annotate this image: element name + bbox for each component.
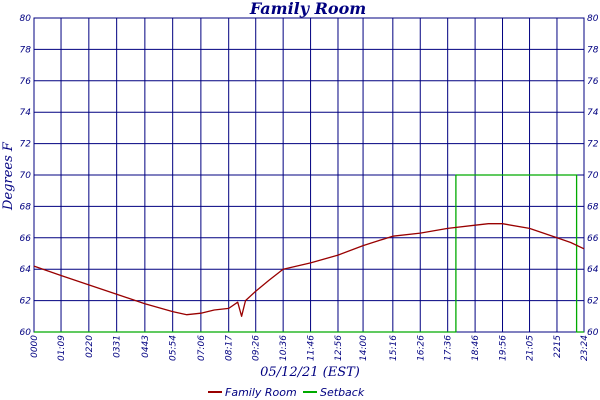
- y-tick-label-left-76: 76: [20, 77, 32, 87]
- x-tick-label-0: 0000: [30, 335, 40, 358]
- y-tick-label-right-72: 72: [587, 140, 599, 150]
- y-axis-right: 60 62 64 66 68 70 72 74 76 78 80: [587, 14, 599, 338]
- y-tick-label-right-64: 64: [587, 265, 599, 275]
- y-tick-label-left-78: 78: [20, 45, 32, 55]
- x-tick-label-3: 0331: [113, 335, 123, 358]
- y-tick-label-left-70: 70: [20, 171, 32, 181]
- y-tick-label-right-76: 76: [587, 77, 599, 87]
- x-tick-label-1: 01:09: [57, 335, 67, 361]
- y-tick-label-right-60: 60: [587, 328, 599, 338]
- y-tick-label-left-74: 74: [20, 108, 32, 118]
- y-tick-label-right-80: 80: [587, 14, 599, 24]
- x-tick-label-8: 09:26: [252, 335, 262, 361]
- x-axis-title: 05/12/21 (EST): [260, 365, 360, 380]
- y-tick-label-right-66: 66: [587, 234, 599, 244]
- y-tick-label-right-70: 70: [587, 171, 599, 181]
- x-tick-label-12: 14:00: [359, 335, 369, 361]
- x-tick-label-4: 0443: [141, 335, 151, 358]
- x-tick-label-17: 19:56: [499, 335, 509, 361]
- x-tick-label-7: 08:17: [225, 335, 235, 361]
- y-tick-label-right-74: 74: [587, 108, 599, 118]
- grid: [33, 17, 585, 333]
- legend: Family Room Setback: [208, 386, 365, 399]
- chart-title: Family Room: [249, 0, 366, 18]
- x-tick-label-19: 2215: [553, 335, 563, 358]
- x-tick-label-15: 17:36: [444, 335, 454, 361]
- y-tick-label-right-78: 78: [587, 45, 599, 55]
- x-tick-label-16: 18:46: [471, 335, 481, 361]
- legend-label-setback: Setback: [320, 386, 365, 399]
- y-axis-left: 60 62 64 66 68 70 72 74 76 78 80: [20, 14, 32, 338]
- y-tick-label-left-66: 66: [20, 234, 32, 244]
- x-tick-label-10: 11:46: [307, 335, 317, 361]
- y-tick-label-left-64: 64: [20, 265, 32, 275]
- series-line-family-room: [33, 223, 585, 317]
- x-tick-label-11: 12:56: [334, 335, 344, 361]
- y-tick-label-right-68: 68: [587, 202, 599, 212]
- y-axis-title: Degrees F: [1, 141, 16, 211]
- x-tick-label-5: 05:54: [169, 335, 179, 361]
- y-tick-label-right-62: 62: [587, 297, 599, 307]
- x-tick-label-18: 21:05: [526, 335, 536, 361]
- series-line-setback: [34, 174, 584, 333]
- y-tick-label-left-80: 80: [20, 14, 32, 24]
- x-tick-label-2: 0220: [85, 335, 95, 358]
- x-axis: 0000 01:09 0220 0331 0443 05:54 07:06 08:17 09:2…: [30, 335, 590, 361]
- y-tick-label-left-72: 72: [20, 140, 32, 150]
- legend-label-family-room: Family Room: [225, 386, 297, 399]
- x-tick-label-20: 23:24: [580, 335, 590, 361]
- x-tick-label-13: 15:16: [389, 335, 399, 361]
- x-tick-label-6: 07:06: [197, 335, 207, 361]
- x-tick-label-14: 16:26: [416, 335, 426, 361]
- x-tick-label-9: 10:36: [279, 335, 289, 361]
- series-layer: [33, 174, 585, 333]
- y-tick-label-left-60: 60: [20, 328, 32, 338]
- y-tick-label-left-62: 62: [20, 297, 32, 307]
- y-tick-label-left-68: 68: [20, 202, 32, 212]
